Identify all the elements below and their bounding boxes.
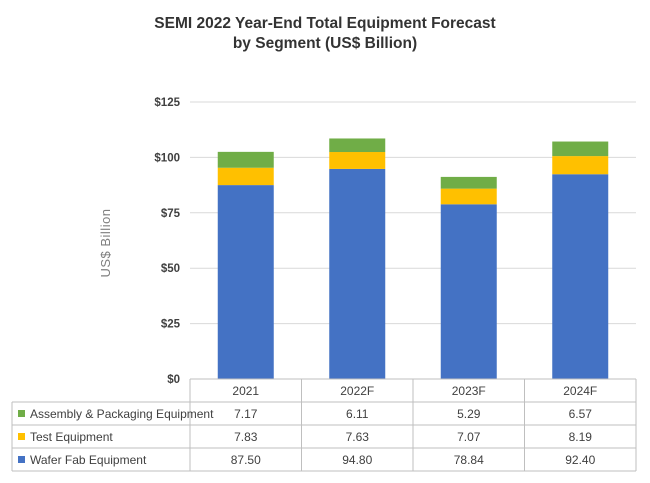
bar-segment bbox=[329, 138, 386, 153]
bar-segment bbox=[329, 168, 386, 379]
data-table-value: 6.11 bbox=[346, 407, 369, 421]
data-table-value: 8.19 bbox=[569, 430, 593, 444]
chart-title-block: SEMI 2022 Year-End Total Equipment Forec… bbox=[0, 14, 650, 54]
y-tick-label: $50 bbox=[161, 263, 180, 275]
data-table-value: 7.17 bbox=[234, 407, 258, 421]
bar-segment bbox=[217, 185, 274, 379]
data-table-value: 78.84 bbox=[454, 453, 484, 467]
y-tick-label: $100 bbox=[154, 152, 180, 164]
bar-segment bbox=[440, 204, 497, 379]
bar-segment bbox=[217, 151, 274, 168]
data-table-value: 94.80 bbox=[342, 453, 372, 467]
data-table-value: 7.07 bbox=[457, 430, 481, 444]
y-tick-label: $25 bbox=[161, 319, 181, 331]
bar-segment bbox=[552, 174, 609, 379]
legend-label: Assembly & Packaging Equipment bbox=[30, 407, 214, 421]
bar-segment bbox=[217, 167, 274, 186]
y-tick-label: $75 bbox=[161, 208, 181, 220]
legend-swatch bbox=[18, 433, 25, 440]
bar-segment bbox=[440, 176, 497, 189]
data-table-value: 6.57 bbox=[569, 407, 593, 421]
x-category-label: 2024F bbox=[563, 384, 597, 398]
legend-label: Wafer Fab Equipment bbox=[30, 453, 147, 467]
x-category-label: 2021 bbox=[232, 384, 259, 398]
x-category-label: 2022F bbox=[340, 384, 374, 398]
y-tick-label: $125 bbox=[154, 97, 180, 109]
data-table-value: 7.83 bbox=[234, 430, 258, 444]
bar-segment bbox=[552, 141, 609, 157]
chart-title: SEMI 2022 Year-End Total Equipment Forec… bbox=[154, 15, 496, 32]
chart-subtitle: by Segment (US$ Billion) bbox=[232, 35, 418, 52]
y-tick-label: $0 bbox=[167, 374, 180, 386]
legend-swatch bbox=[18, 410, 25, 417]
data-table-value: 92.40 bbox=[565, 453, 595, 467]
data-table-value: 5.29 bbox=[457, 407, 481, 421]
y-axis-label: US$ Billion bbox=[98, 208, 113, 277]
legend-label: Test Equipment bbox=[30, 430, 113, 444]
x-category-label: 2023F bbox=[452, 384, 486, 398]
data-table-value: 87.50 bbox=[231, 453, 261, 467]
data-table-value: 7.63 bbox=[346, 430, 370, 444]
bar-segment bbox=[329, 152, 386, 169]
bar-segment bbox=[440, 188, 497, 205]
bar-segment bbox=[552, 156, 609, 175]
legend-swatch bbox=[18, 456, 25, 463]
